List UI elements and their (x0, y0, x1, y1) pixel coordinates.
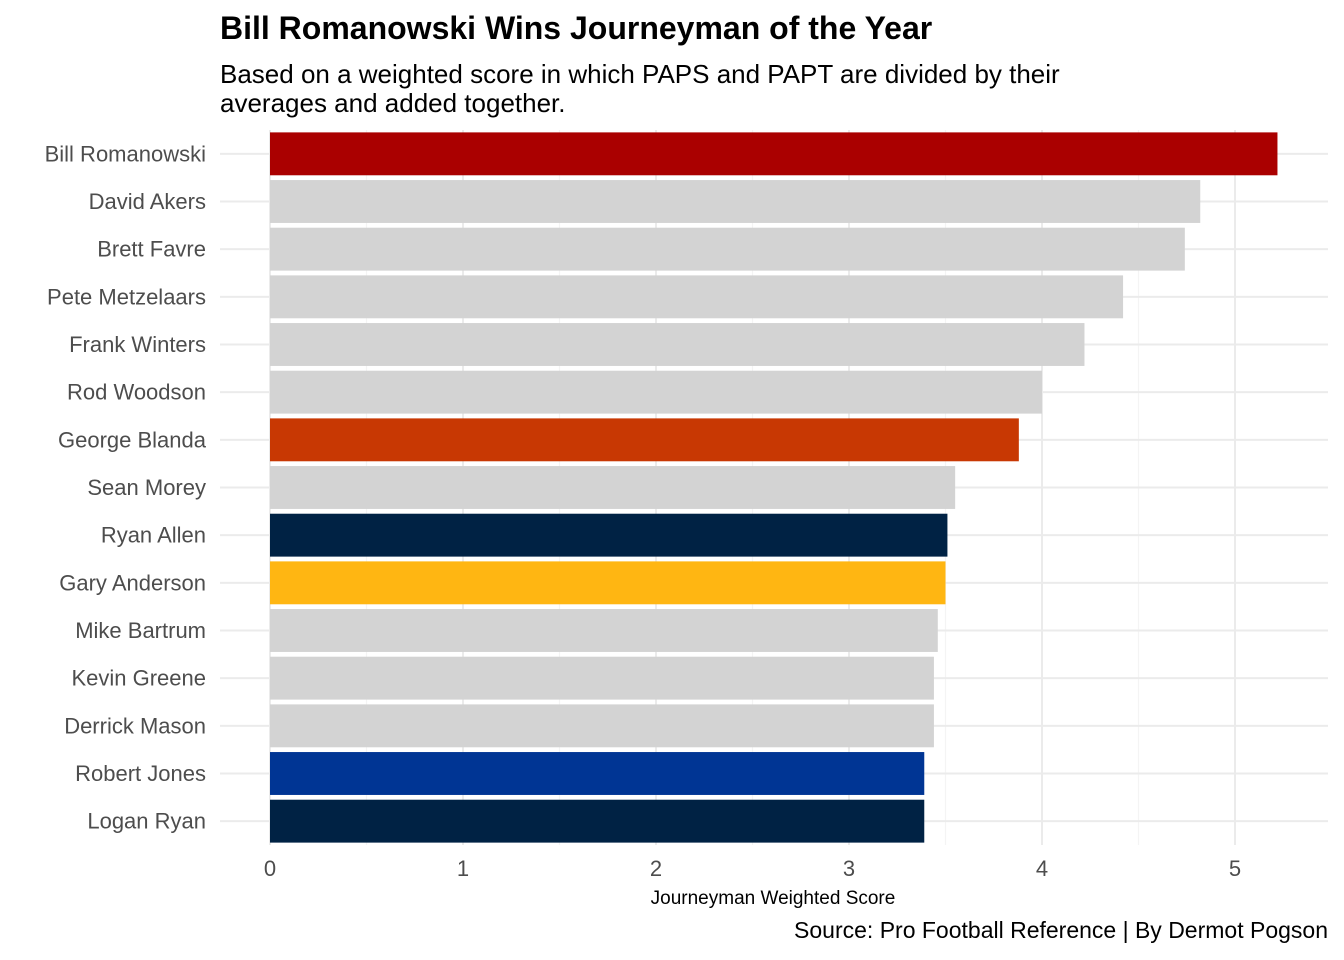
y-tick-label: Pete Metzelaars (47, 284, 206, 309)
bar-bill-romanowski (270, 132, 1278, 176)
x-tick-label: 0 (264, 856, 276, 881)
bar-robert-jones (270, 752, 925, 795)
bar-kevin-greene (270, 656, 934, 700)
bar-david-akers (270, 180, 1201, 223)
y-tick-label: Kevin Greene (71, 666, 206, 691)
y-tick-label: Gary Anderson (59, 570, 206, 595)
y-tick-label: Ryan Allen (101, 523, 206, 548)
y-tick-label: Brett Favre (97, 237, 206, 262)
x-tick-label: 5 (1229, 856, 1241, 881)
bar-frank-winters (270, 323, 1085, 366)
y-tick-label: Robert Jones (75, 761, 206, 786)
y-axis-tick-labels: Bill Romanowski David Akers Brett Favre Pet… (45, 141, 207, 833)
bar-logan-ryan (270, 799, 925, 843)
x-tick-label: 3 (843, 856, 855, 881)
bar-sean-morey (270, 466, 956, 509)
y-tick-label: Bill Romanowski (45, 141, 206, 166)
y-tick-label: Logan Ryan (87, 809, 206, 834)
x-axis-title: Journeyman Weighted Score (651, 888, 896, 909)
x-axis-tick-labels: 0 1 2 3 4 5 (264, 856, 1241, 881)
bar-ryan-allen (270, 513, 948, 557)
y-tick-label: Derrick Mason (64, 713, 206, 738)
x-tick-label: 1 (457, 856, 469, 881)
bar-brett-favre (270, 227, 1185, 271)
x-tick-label: 4 (1036, 856, 1048, 881)
bar-pete-metzelaars (270, 275, 1124, 319)
bar-mike-bartrum (270, 609, 938, 652)
y-tick-label: Rod Woodson (67, 380, 206, 405)
y-tick-label: David Akers (89, 189, 206, 214)
bar-derrick-mason (270, 704, 934, 748)
x-tick-label: 2 (650, 856, 662, 881)
bar-gary-anderson (270, 561, 946, 605)
y-tick-label: Sean Morey (87, 475, 206, 500)
bars (270, 132, 1278, 843)
y-tick-label: Frank Winters (69, 332, 206, 357)
source-caption: Source: Pro Football Reference | By Derm… (794, 917, 1328, 943)
chart-subtitle: Based on a weighted score in which PAPS … (220, 59, 1060, 118)
y-tick-label: Mike Bartrum (75, 618, 206, 643)
bar-rod-woodson (270, 370, 1042, 414)
bar-george-blanda (270, 418, 1019, 462)
chart-title: Bill Romanowski Wins Journeyman of the Y… (220, 10, 933, 46)
y-tick-label: George Blanda (58, 427, 207, 452)
